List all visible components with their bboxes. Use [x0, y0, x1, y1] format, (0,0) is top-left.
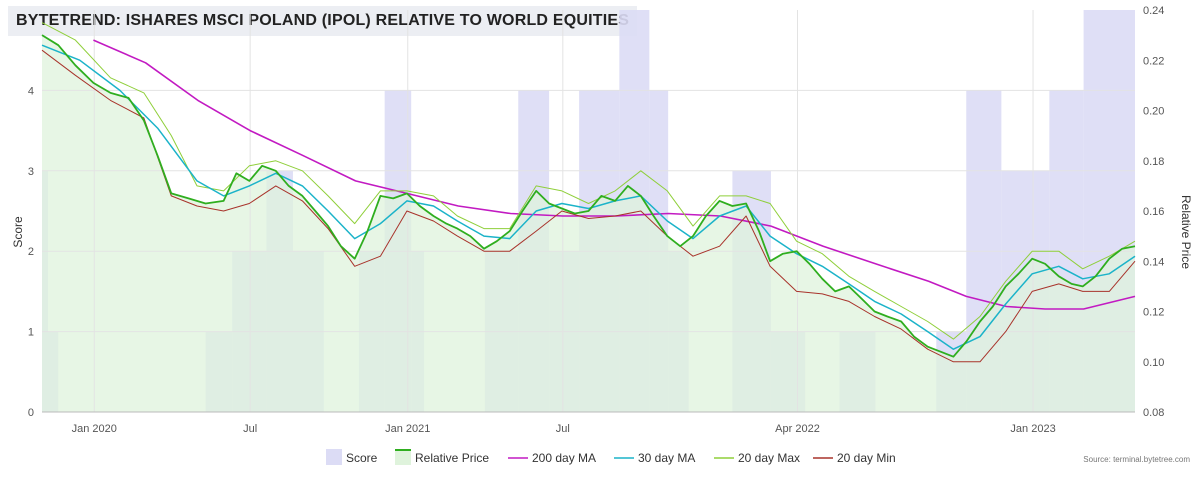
y-right-tick-label: 0.20 — [1143, 106, 1164, 118]
relative-price-fill-layer — [42, 35, 1135, 412]
y-left-tick-label: 3 — [28, 166, 34, 178]
legend-swatch-score — [326, 449, 342, 465]
legend-label-ma30: 30 day MA — [638, 451, 695, 465]
x-tick-label: Jan 2021 — [385, 423, 430, 435]
y-right-tick-label: 0.08 — [1143, 407, 1164, 419]
y-right-tick-label: 0.24 — [1143, 5, 1164, 17]
y-left-tick-label: 4 — [28, 85, 34, 97]
legend-label-max20: 20 day Max — [738, 451, 800, 465]
y-right-tick-label: 0.10 — [1143, 357, 1164, 369]
y-axis-left-label: Score — [11, 216, 25, 248]
y-left-tick-label: 1 — [28, 327, 34, 339]
y-right-tick-label: 0.14 — [1143, 256, 1164, 268]
y-right-tick-label: 0.18 — [1143, 156, 1164, 168]
legend-label-relative-price: Relative Price — [415, 451, 489, 465]
legend-label-score: Score — [346, 451, 378, 465]
x-tick-label: Jan 2020 — [72, 423, 117, 435]
y-right-tick-label: 0.22 — [1143, 55, 1164, 67]
x-tick-label: Apr 2022 — [775, 423, 820, 435]
legend-swatch-relative-price — [395, 449, 411, 465]
relative-price-line — [41, 34, 1136, 358]
source-note: Source: terminal.bytetree.com — [1083, 455, 1190, 464]
y-right-tick-label: 0.16 — [1143, 206, 1164, 218]
chart-title: BYTETREND: ISHARES MSCI POLAND (IPOL) RE… — [8, 6, 638, 36]
ma200-line — [93, 39, 1136, 310]
y-left-tick-label: 2 — [28, 246, 34, 258]
legend-label-min20: 20 day Min — [837, 451, 896, 465]
series-lines — [41, 22, 1136, 363]
axes: 0 1 2 3 4 0.08 0.10 0.12 0.14 0.16 0.18 0.20 0.22 0.2… — [28, 5, 1165, 435]
x-tick-label: Jul — [243, 423, 257, 435]
y-axis-right-label: Relative Price — [1179, 195, 1193, 269]
y-right-tick-label: 0.12 — [1143, 307, 1164, 319]
max20-line — [41, 22, 1136, 340]
x-tick-label: Jul — [556, 423, 570, 435]
min20-line — [41, 49, 1136, 363]
relative-price-area — [42, 35, 1135, 412]
x-tick-label: Jan 2023 — [1010, 423, 1055, 435]
y-left-tick-label: 0 — [28, 407, 34, 419]
legend: Score Relative Price 200 day MA 30 day MA 20… — [326, 449, 896, 465]
legend-label-ma200: 200 day MA — [532, 451, 596, 465]
